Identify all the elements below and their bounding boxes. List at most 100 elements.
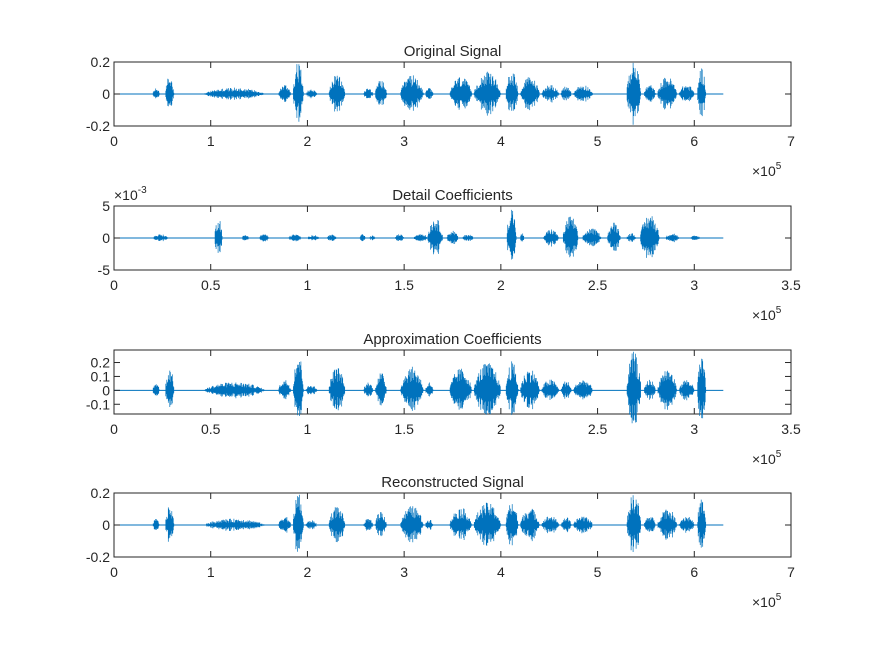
x-tick-label: 0 (110, 421, 118, 437)
subplot-3: Approximation Coefficients 0 0.5 1 1.5 2 2.5 3 3… (86, 331, 801, 467)
subplot-title: Approximation Coefficients (363, 331, 541, 348)
burst-20 (607, 222, 622, 251)
burst-1 (152, 519, 160, 530)
x-tick-label: 0.5 (201, 277, 221, 293)
burst-16 (541, 379, 559, 400)
burst-22 (678, 86, 695, 102)
x-tick-label: 1 (304, 421, 312, 437)
burst-11 (425, 520, 434, 530)
x-tick-label: 5 (594, 133, 602, 149)
subplot-title: Original Signal (404, 43, 502, 60)
x-multiplier-base: ×10 (752, 163, 776, 179)
burst-7 (328, 507, 346, 543)
burst-19 (626, 62, 642, 125)
burst-4 (278, 380, 292, 400)
burst-22 (640, 216, 660, 258)
x-tick-label: 4 (497, 133, 505, 149)
y-tick-label: 0 (102, 517, 110, 533)
burst-23 (697, 68, 707, 117)
burst-14 (505, 361, 519, 415)
burst-5 (288, 234, 302, 242)
x-tick-label: 5 (594, 564, 602, 580)
burst-14 (505, 504, 519, 546)
burst-9 (375, 512, 387, 537)
burst-13 (473, 71, 502, 116)
x-tick-label: 1 (207, 133, 215, 149)
burst-4 (278, 85, 292, 102)
burst-8 (363, 382, 374, 397)
y-tick-label: -0.1 (86, 396, 110, 412)
burst-7 (326, 234, 337, 241)
x-tick-label: 2.5 (588, 277, 608, 293)
burst-14 (462, 234, 475, 241)
burst-8 (359, 234, 366, 242)
burst-6 (305, 89, 318, 99)
burst-16 (541, 85, 559, 103)
x-tick-label: 3 (400, 564, 408, 580)
burst-11 (425, 88, 434, 99)
burst-17 (543, 229, 559, 247)
x-tick-label: 7 (787, 133, 795, 149)
y-tick-label: 5 (102, 198, 110, 214)
burst-10 (400, 75, 424, 111)
burst-10 (394, 234, 405, 241)
burst-3 (204, 382, 265, 399)
series-1-waveform (114, 62, 724, 125)
y-tick-label: 0.1 (91, 368, 111, 384)
x-tick-label: 0 (110, 277, 118, 293)
burst-1 (152, 234, 169, 242)
x-tick-label: 0 (110, 133, 118, 149)
x-tick-label: 2 (304, 564, 312, 580)
y-axis-multiplier: ×10-3 (114, 185, 147, 203)
x-tick-label: 0 (110, 564, 118, 580)
burst-4 (278, 517, 292, 533)
burst-13 (473, 502, 502, 546)
burst-22 (678, 517, 695, 533)
burst-11 (425, 382, 434, 397)
x-tick-label: 2 (497, 421, 505, 437)
x-tick-label: 3.5 (781, 421, 801, 437)
burst-2 (165, 78, 175, 107)
burst-9 (369, 235, 376, 241)
burst-5 (293, 64, 304, 122)
x-tick-label: 2 (304, 133, 312, 149)
burst-5 (293, 494, 304, 552)
x-tick-label: 7 (787, 564, 795, 580)
y-tick-label: 0 (102, 86, 110, 102)
x-tick-label: 1 (207, 564, 215, 580)
burst-14 (505, 73, 519, 111)
burst-20 (644, 379, 656, 400)
x-tick-label: 1 (304, 277, 312, 293)
series-1-waveform (114, 351, 724, 424)
burst-2 (165, 507, 175, 542)
burst-3 (241, 235, 250, 241)
x-multiplier-base: ×10 (752, 594, 776, 610)
y-multiplier-exponent: -3 (138, 185, 147, 196)
x-multiplier-base: ×10 (752, 307, 776, 323)
x-axis-multiplier: ×105 (752, 592, 782, 610)
y-tick-label: 0 (102, 230, 110, 246)
x-axis-multiplier: ×105 (752, 161, 782, 179)
burst-3 (204, 87, 265, 100)
x-multiplier-exponent: 5 (776, 592, 782, 603)
burst-21 (657, 370, 677, 410)
burst-2 (165, 370, 175, 407)
x-tick-label: 6 (690, 133, 698, 149)
x-multiplier-exponent: 5 (776, 449, 782, 460)
y-tick-label: 0.2 (91, 355, 111, 371)
x-axis-multiplier: ×105 (752, 305, 782, 323)
series-1-waveform (114, 209, 724, 260)
burst-13 (446, 230, 459, 244)
burst-3 (204, 518, 265, 531)
x-multiplier-exponent: 5 (776, 161, 782, 172)
burst-23 (665, 233, 680, 243)
burst-1 (152, 88, 160, 99)
burst-18 (573, 380, 593, 400)
subplot-title: Reconstructed Signal (381, 474, 524, 491)
burst-17 (560, 86, 572, 101)
x-tick-label: 6 (690, 564, 698, 580)
burst-16 (541, 516, 559, 534)
x-tick-label: 1.5 (394, 421, 414, 437)
x-tick-label: 3 (400, 133, 408, 149)
